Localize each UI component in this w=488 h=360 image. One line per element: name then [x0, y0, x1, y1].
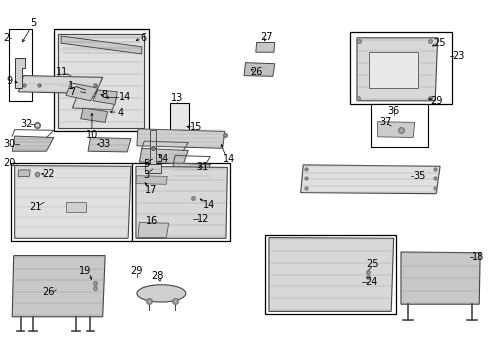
Polygon shape: [255, 42, 274, 52]
Text: 14: 14: [203, 200, 215, 210]
Polygon shape: [136, 166, 227, 238]
Polygon shape: [300, 165, 439, 194]
Text: 6: 6: [140, 33, 146, 43]
Polygon shape: [12, 256, 105, 317]
Polygon shape: [171, 163, 210, 177]
Text: 14: 14: [119, 92, 131, 102]
Polygon shape: [88, 138, 131, 152]
Text: 15: 15: [190, 122, 203, 132]
Text: 2: 2: [3, 33, 9, 43]
Polygon shape: [136, 176, 167, 184]
Polygon shape: [58, 34, 144, 128]
Text: 1: 1: [68, 81, 74, 91]
Text: 12: 12: [196, 213, 209, 224]
Text: 9: 9: [7, 76, 13, 86]
Text: 22: 22: [42, 169, 55, 179]
Text: 18: 18: [471, 252, 484, 262]
Text: 36: 36: [386, 106, 399, 116]
Polygon shape: [377, 122, 414, 138]
Text: 35: 35: [412, 171, 425, 181]
Text: 32: 32: [20, 119, 33, 129]
Text: 31: 31: [196, 162, 209, 172]
Polygon shape: [93, 90, 117, 104]
Text: 29: 29: [429, 96, 442, 106]
Text: 8: 8: [101, 90, 107, 100]
Text: 20: 20: [3, 158, 16, 168]
Polygon shape: [19, 76, 102, 94]
Text: 16: 16: [145, 216, 158, 226]
Text: 25: 25: [432, 38, 445, 48]
Bar: [66, 202, 85, 212]
Text: 13: 13: [170, 93, 183, 103]
Text: 10: 10: [85, 130, 98, 140]
Polygon shape: [356, 38, 437, 101]
Polygon shape: [368, 52, 417, 88]
Text: 33: 33: [98, 139, 110, 149]
Polygon shape: [15, 166, 131, 238]
Ellipse shape: [137, 285, 185, 302]
Text: 26: 26: [42, 287, 55, 297]
Polygon shape: [66, 83, 98, 101]
Polygon shape: [268, 238, 393, 311]
Bar: [349, 32, 451, 104]
Polygon shape: [150, 130, 156, 164]
Text: 21: 21: [29, 202, 41, 212]
Text: 26: 26: [249, 67, 262, 77]
Text: 4: 4: [118, 108, 123, 118]
Bar: [132, 163, 229, 241]
Text: 5: 5: [30, 18, 36, 28]
Text: 34: 34: [156, 154, 169, 164]
Polygon shape: [139, 148, 188, 164]
Text: 17: 17: [145, 185, 158, 195]
Text: 7: 7: [69, 87, 75, 97]
Text: 30: 30: [3, 139, 16, 149]
Polygon shape: [400, 252, 479, 304]
Polygon shape: [61, 36, 142, 54]
Text: 23: 23: [451, 51, 464, 61]
Polygon shape: [12, 136, 54, 151]
Polygon shape: [15, 58, 25, 88]
Text: 28: 28: [151, 271, 163, 282]
Text: 11: 11: [55, 67, 68, 77]
Polygon shape: [138, 222, 168, 238]
Bar: [264, 235, 395, 314]
Text: 5: 5: [143, 159, 149, 169]
Bar: [54, 29, 149, 131]
Text: 29: 29: [130, 266, 143, 276]
Polygon shape: [81, 108, 107, 122]
Text: 27: 27: [260, 32, 272, 42]
Text: 37: 37: [378, 117, 391, 127]
Polygon shape: [244, 63, 274, 76]
Bar: [370, 104, 427, 147]
Bar: [11, 163, 132, 241]
Polygon shape: [72, 96, 116, 110]
Bar: [169, 103, 189, 130]
Polygon shape: [137, 129, 224, 148]
Bar: [9, 29, 32, 101]
Text: 25: 25: [366, 258, 378, 269]
Text: 3: 3: [143, 170, 149, 180]
Polygon shape: [18, 170, 30, 176]
Text: 24: 24: [365, 276, 377, 287]
Text: 19: 19: [79, 266, 92, 276]
Text: 14: 14: [222, 154, 235, 164]
Polygon shape: [145, 164, 161, 173]
